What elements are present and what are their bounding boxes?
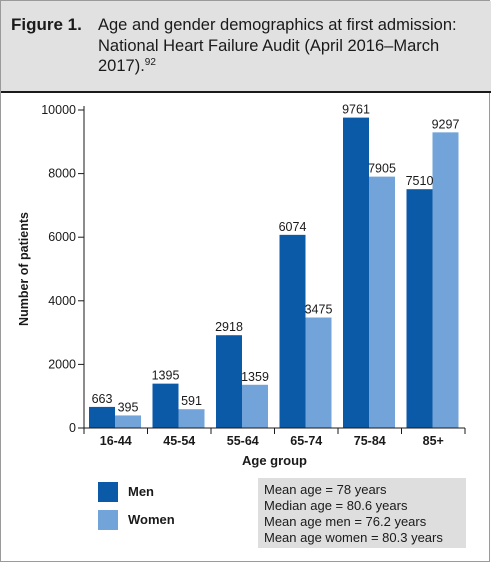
x-tick-label-75-84: 75-84 bbox=[354, 434, 386, 448]
value-label-women-75-84: 7905 bbox=[368, 162, 396, 176]
y-tick-label-4000: 4000 bbox=[48, 294, 76, 308]
figure-title: Age and gender demographics at first adm… bbox=[98, 15, 478, 77]
bar-men-85+ bbox=[406, 189, 433, 428]
x-tick-label-45-54: 45-54 bbox=[163, 434, 195, 448]
value-label-women-85+: 9297 bbox=[432, 117, 460, 131]
y-tick-label-8000: 8000 bbox=[48, 167, 76, 181]
figure-reference: 92 bbox=[144, 57, 156, 68]
figure-title-text: Age and gender demographics at first adm… bbox=[98, 16, 457, 75]
value-label-men-65-74: 6074 bbox=[279, 220, 307, 234]
legend-label-women: Women bbox=[128, 512, 175, 527]
legend-swatch-men bbox=[98, 482, 118, 502]
bar-women-85+ bbox=[432, 132, 459, 428]
y-tick-label-10000: 10000 bbox=[41, 103, 76, 117]
x-tick-label-65-74: 65-74 bbox=[290, 434, 322, 448]
figure-label: Figure 1. bbox=[11, 15, 82, 34]
value-label-men-75-84: 9761 bbox=[342, 103, 370, 117]
figure-header: Figure 1. Age and gender demographics at… bbox=[1, 1, 491, 93]
value-label-men-85+: 7510 bbox=[406, 174, 434, 188]
bar-men-45-54 bbox=[152, 383, 179, 428]
stat-mean-age-men: Mean age men = 76.2 years bbox=[264, 514, 427, 529]
bar-men-16-44 bbox=[89, 406, 115, 428]
stat-mean-age: Mean age = 78 years bbox=[264, 482, 387, 497]
bar-women-16-44 bbox=[115, 415, 141, 428]
stat-mean-age-women: Mean age women = 80.3 years bbox=[264, 530, 443, 545]
y-tick-label-2000: 2000 bbox=[48, 357, 76, 371]
y-axis: 0 2000 4000 6000 8000 10000 bbox=[41, 103, 85, 435]
value-label-men-55-64: 2918 bbox=[215, 320, 243, 334]
y-axis-label: Number of patients bbox=[17, 212, 31, 326]
x-tick-label-85+: 85+ bbox=[423, 434, 444, 448]
summary-stats-box: Mean age = 78 years Median age = 80.6 ye… bbox=[258, 478, 466, 548]
x-axis-label: Age group bbox=[242, 453, 307, 468]
bar-women-45-54 bbox=[178, 409, 205, 428]
bar-women-55-64 bbox=[242, 384, 268, 428]
bars-layer bbox=[89, 117, 459, 429]
bar-men-55-64 bbox=[216, 335, 242, 428]
x-axis: 16-44 45-54 55-64 65-74 75-84 85+ bbox=[83, 427, 466, 448]
y-tick-label-0: 0 bbox=[69, 421, 76, 435]
bar-women-65-74 bbox=[305, 317, 332, 428]
legend-swatch-women bbox=[98, 510, 118, 530]
value-label-women-16-44: 395 bbox=[118, 400, 139, 414]
y-tick-label-6000: 6000 bbox=[48, 230, 76, 244]
value-label-women-55-64: 1359 bbox=[241, 370, 269, 384]
value-label-women-45-54: 591 bbox=[181, 394, 202, 408]
bar-men-65-74 bbox=[279, 234, 306, 428]
x-tick-label-16-44: 16-44 bbox=[100, 434, 132, 448]
value-label-women-65-74: 3475 bbox=[305, 302, 333, 316]
x-tick-label-55-64: 55-64 bbox=[227, 434, 259, 448]
value-label-men-45-54: 1395 bbox=[152, 369, 180, 383]
bar-men-75-84 bbox=[343, 117, 369, 429]
stat-median-age: Median age = 80.6 years bbox=[264, 498, 408, 513]
value-label-men-16-44: 663 bbox=[92, 392, 113, 406]
legend-label-men: Men bbox=[128, 484, 154, 499]
bar-women-75-84 bbox=[369, 176, 395, 428]
